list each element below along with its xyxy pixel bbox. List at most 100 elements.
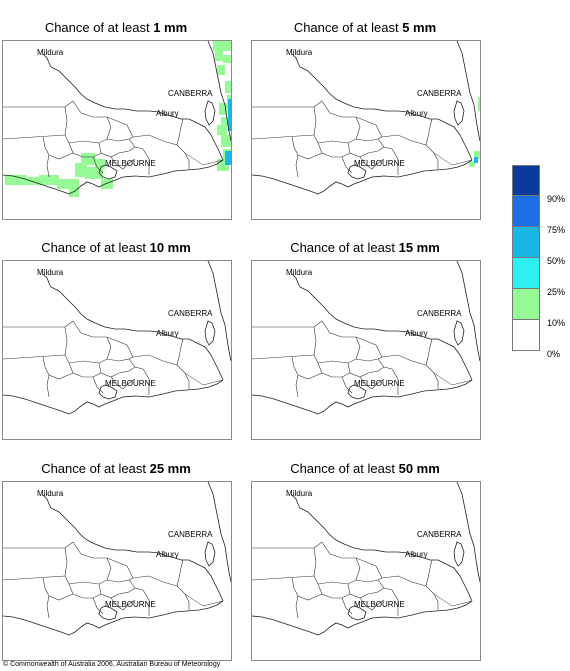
district-boundary [110,597,136,611]
district-boundary [98,142,136,158]
rain-cell-10-25 [225,81,231,93]
port-phillip-bay [98,384,118,400]
district-boundary [425,338,433,366]
title-prefix: Chance of at least [290,461,399,476]
port-phillip-bay [98,605,118,621]
district-boundary [3,320,74,328]
title-threshold: 1 mm [153,20,188,35]
district-boundary [433,593,439,610]
district-boundary [433,152,473,166]
title-threshold: 15 mm [398,240,440,255]
coastline [3,159,224,195]
rain-cell-10-25 [213,41,223,51]
rain-cell-10-25 [219,103,227,115]
victoria-map: Mildura CANBERRA Albury MELBOURNE [3,41,231,197]
district-boundary [3,134,66,140]
district-boundary [317,577,383,585]
district-boundary [347,142,385,158]
map-panel-10mm: Mildura CANBERRA Albury MELBOURNE [2,260,232,440]
victoria-map: Mildura CANBERRA Albury MELBOURNE [252,482,480,636]
district-boundary [46,154,50,178]
map-panel-1mm: Mildura CANBERRA Albury MELBOURNE [2,40,232,220]
panel-title-15mm: Chance of at least 15 mm [249,240,481,256]
district-boundary [252,100,323,108]
place-label-melbourne: MELBOURNE [354,379,405,388]
district-boundary [3,100,74,108]
coastline [252,379,473,415]
district-boundary [377,138,399,175]
district-boundary [68,362,102,378]
act-border [453,320,465,346]
district-boundary [359,597,385,611]
legend-label-50: 50% [547,256,566,266]
panel-title-50mm: Chance of at least 50 mm [249,461,481,477]
place-label-mildura: Mildura [37,268,64,277]
panel-title-25mm: Chance of at least 25 mm [0,461,232,477]
legend-swatch-0-10 [512,320,540,351]
district-boundary [3,575,66,581]
district-boundary [72,320,134,358]
legend-label-25: 25% [547,287,566,297]
rain-cell-10-25 [474,151,480,159]
district-boundary [321,541,383,579]
coastline [3,379,224,415]
district-boundary [176,559,184,587]
probability-legend [512,165,540,351]
victoria-map: Mildura CANBERRA Albury MELBOURNE [3,482,231,636]
district-boundary [291,356,323,380]
district-boundary [355,336,361,360]
rain-cell-10-25 [223,55,231,63]
place-label-canberra: CANBERRA [417,89,462,98]
district-boundary [321,320,383,358]
district-boundary [295,374,299,398]
place-label-mildura: Mildura [286,48,313,57]
district-boundary [377,358,399,395]
district-boundary [46,374,50,398]
district-boundary [425,559,433,587]
district-boundary [252,575,315,581]
place-label-melbourne: MELBOURNE [105,379,156,388]
panel-title-5mm: Chance of at least 5 mm [249,20,481,36]
port-phillip-bay [347,164,367,180]
district-boundary [341,597,353,615]
place-label-canberra: CANBERRA [168,89,213,98]
place-label-canberra: CANBERRA [168,530,213,539]
district-boundary [184,372,224,386]
copyright-notice: © Commonwealth of Australia 2006, Austra… [3,661,221,668]
rain-cell-10-25 [217,65,225,75]
district-boundary [184,152,190,169]
rain-cell-10-25 [217,125,227,135]
district-boundary [176,118,184,146]
district-boundary [132,354,186,374]
state-border-nsw [42,53,224,161]
title-prefix: Chance of at least [41,240,150,255]
place-label-albury: Albury [156,550,179,559]
district-boundary [184,372,190,389]
district-boundary [132,575,186,595]
nsw-coast [207,482,231,583]
district-boundary [110,376,136,390]
legend-swatch-90-100 [512,165,540,196]
district-boundary [68,583,102,599]
district-boundary [317,136,383,144]
district-boundary [68,136,134,144]
coastline [252,600,473,636]
district-boundary [317,583,351,599]
title-prefix: Chance of at least [44,20,154,35]
rain-cell-10-25 [221,41,231,51]
place-label-albury: Albury [156,329,179,338]
district-boundary [46,595,50,619]
rain-cell-50-75 [474,157,478,163]
district-boundary [72,100,134,138]
district-boundary [3,541,74,549]
place-label-albury: Albury [405,109,428,118]
district-boundary [425,118,433,146]
place-label-albury: Albury [156,109,179,118]
rain-cell-10-25 [478,97,480,111]
district-boundary [128,358,150,395]
district-boundary [128,579,150,616]
victoria-map: Mildura CANBERRA Albury MELBOURNE [252,261,480,415]
port-phillip-bay [347,384,367,400]
legend-label-75: 75% [547,225,566,235]
place-label-melbourne: MELBOURNE [105,159,156,168]
